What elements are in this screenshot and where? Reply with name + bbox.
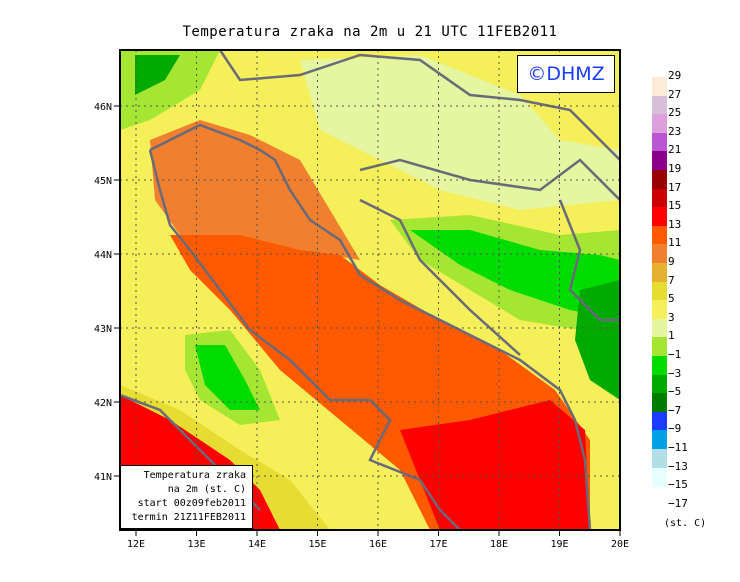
legend-swatch [652, 300, 667, 320]
lat-label: 46N [94, 102, 112, 113]
legend-label: −11 [668, 441, 688, 454]
lon-label: 12E [127, 539, 145, 550]
red-field-south-adriatic [400, 400, 590, 530]
legend-swatch [652, 225, 667, 245]
legend-swatch [652, 411, 667, 431]
legend-swatch [652, 263, 667, 283]
legend-label: −3 [668, 366, 682, 380]
legend-label: −7 [668, 403, 682, 417]
lon-label: 15E [308, 539, 326, 550]
legend-label: 9 [668, 255, 675, 268]
legend-swatch [652, 77, 667, 97]
legend-label: 1 [668, 329, 675, 343]
green-core-inland [410, 230, 620, 320]
lat-label: 41N [94, 472, 112, 483]
legend-label: 29 [668, 69, 682, 82]
legend-label: 13 [668, 217, 682, 231]
legend-swatch [652, 244, 667, 264]
legend-label: 23 [668, 124, 682, 138]
lat-label: 45N [94, 176, 112, 187]
coastline-east [149, 123, 592, 530]
border-sava [359, 158, 620, 201]
info-line-4: termin 21Z11FEB2011 [131, 512, 246, 523]
green-core-italy [195, 345, 260, 410]
legend-swatch [652, 430, 667, 450]
border-bosnia [359, 198, 521, 356]
legend-swatch [652, 151, 667, 171]
map-frame [119, 49, 621, 531]
legend-swatch [652, 170, 667, 190]
legend-label: −15 [668, 478, 688, 492]
info-line-1: Temperatura zraka [143, 470, 246, 481]
legend-label: 21 [668, 143, 682, 157]
legend-label: −9 [668, 422, 682, 436]
legend-label: 25 [668, 106, 682, 120]
border-north [218, 50, 620, 161]
legend-label: 27 [668, 87, 682, 101]
legend-label: −5 [668, 385, 682, 399]
grid-lines [120, 50, 620, 530]
legend-label: 7 [668, 273, 675, 287]
lon-label: 18E [490, 539, 508, 550]
legend-swatch [652, 449, 667, 469]
legend-label: 11 [668, 236, 682, 250]
info-line-2: na 2m (st. C) [167, 484, 246, 495]
legend-swatch [652, 281, 667, 301]
legend-label: 5 [668, 292, 675, 306]
legend-swatch [652, 114, 667, 134]
legend-label: 15 [668, 199, 682, 213]
legend-swatch [652, 132, 667, 152]
coastline-italy-east [148, 149, 461, 530]
info-line-3: start 00z09feb2011 [137, 498, 246, 509]
legend-label: 17 [668, 180, 682, 194]
pale-field-north [300, 55, 620, 210]
lon-label: 16E [369, 539, 387, 550]
green-field-montenegro [575, 280, 620, 400]
legend-swatch [652, 337, 667, 357]
lon-label: 13E [187, 539, 205, 550]
border-drina [558, 199, 620, 322]
green-dark-nw [135, 55, 180, 95]
lat-label: 43N [94, 324, 112, 335]
legend-label: −1 [668, 348, 682, 361]
lat-label: 42N [94, 398, 112, 409]
legend-swatch [652, 393, 667, 413]
legend-label: 19 [668, 162, 682, 175]
lon-label: 14E [248, 539, 266, 550]
legend-unit: (st. C) [664, 518, 707, 529]
legend-label: −17 [668, 496, 688, 510]
legend-swatch [652, 188, 667, 208]
legend-swatch [652, 95, 667, 115]
lat-label: 44N [94, 250, 112, 261]
legend-label: −13 [668, 459, 688, 473]
legend-swatch [652, 374, 667, 394]
orange-field-north-adriatic [150, 120, 360, 260]
lon-label: 19E [550, 539, 568, 550]
legend-swatch [652, 318, 667, 338]
map-title: Temperatura zraka na 2m u 21 UTC 11FEB20… [182, 24, 558, 40]
axis-ticks: 46N 45N 44N 43N 42N 41N 12E 13E 14E 15E 16E 17E 18E 1… [94, 102, 629, 550]
legend-swatch [652, 356, 667, 376]
dhmz-logo: ©DHMZ [517, 55, 615, 93]
info-box: Temperatura zraka na 2m (st. C) start 00… [120, 465, 253, 529]
legend-swatch [652, 207, 667, 227]
legend-swatch [652, 467, 667, 487]
legend-label: 3 [668, 310, 675, 324]
lon-label: 20E [611, 539, 629, 550]
lon-label: 17E [429, 539, 447, 550]
